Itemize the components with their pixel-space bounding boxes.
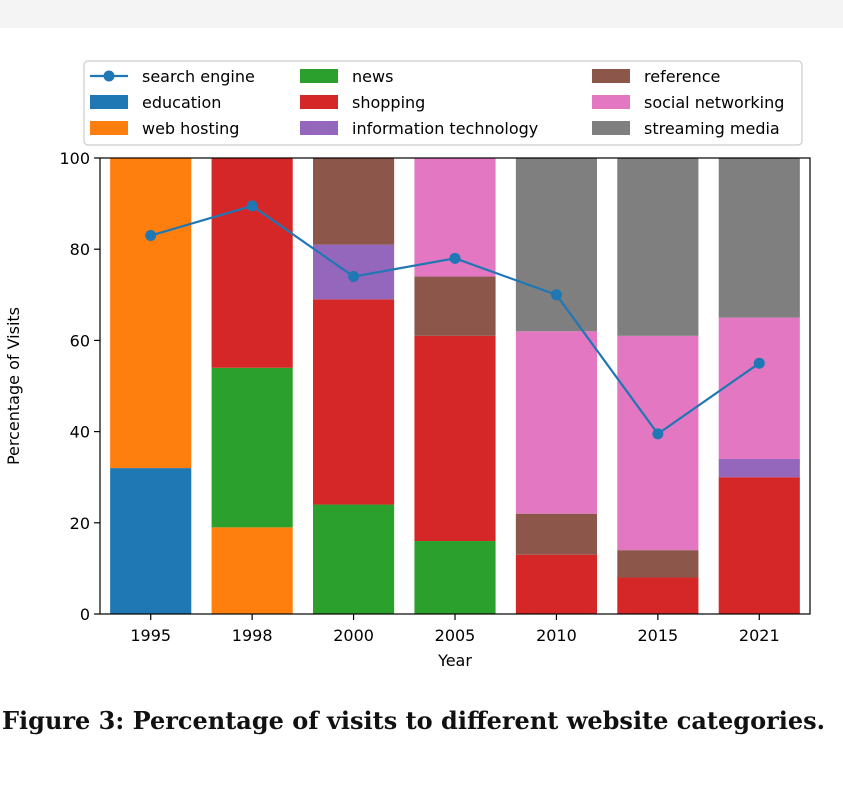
point-search-engine-2000 (348, 271, 360, 283)
legend-swatch-education (90, 95, 128, 109)
y-axis-label: Percentage of Visits (4, 307, 23, 465)
bar-reference-2015 (617, 550, 699, 578)
legend-label-social-networking: social networking (644, 93, 784, 112)
y-tick-label-0: 0 (80, 605, 90, 624)
legend-swatch-social-networking (592, 95, 630, 109)
bar-reference-2010 (515, 513, 597, 555)
x-tick-label-2021: 2021 (739, 626, 780, 645)
bar-shopping-2021 (718, 477, 800, 614)
legend-label-reference: reference (644, 67, 720, 86)
legend-swatch-reference (592, 69, 630, 83)
legend-label-information-technology: information technology (352, 119, 538, 138)
bar-news-2005 (414, 541, 496, 614)
stacked-bar-chart: 0 20 40 60 80 100 1995 1998 2000 2005 2010 2015 2021… (4, 60, 811, 670)
bar-news-2000 (313, 504, 395, 614)
bar-shopping-1998 (211, 158, 293, 368)
legend-swatch-news (300, 69, 338, 83)
y-tick-label-100: 100 (59, 149, 90, 168)
x-tick-label-2015: 2015 (637, 626, 678, 645)
top-strip (0, 0, 843, 28)
bar-social-networking-2010 (515, 331, 597, 514)
point-search-engine-2010 (550, 289, 562, 301)
bar-education-1995 (110, 468, 192, 614)
bar-shopping-2005 (414, 335, 496, 542)
bar-shopping-2015 (617, 577, 699, 614)
point-search-engine-2015 (652, 428, 664, 440)
y-tick-label-20: 20 (70, 514, 90, 533)
bar-social-networking-2015 (617, 335, 699, 551)
point-search-engine-2021 (753, 357, 765, 369)
point-search-engine-1998 (246, 200, 258, 212)
point-search-engine-1995 (145, 230, 157, 242)
bar-streaming-media-2010 (515, 158, 597, 332)
bar-shopping-2010 (515, 554, 597, 614)
legend-swatch-information-technology (300, 121, 338, 135)
bar-shopping-2000 (313, 299, 395, 505)
x-tick-label-2010: 2010 (536, 626, 577, 645)
bar-web-hosting-1995 (110, 158, 192, 469)
y-tick-label-60: 60 (70, 331, 90, 350)
legend-swatch-shopping (300, 95, 338, 109)
bar-streaming-media-2021 (718, 158, 800, 318)
x-tick-label-1998: 1998 (232, 626, 273, 645)
legend-swatch-streaming-media (592, 121, 630, 135)
legend-marker-search-engine (103, 70, 115, 82)
legend-label-streaming-media: streaming media (644, 119, 780, 138)
bar-information-technology-2021 (718, 458, 800, 478)
bar-web-hosting-1998 (211, 527, 293, 614)
x-tick-label-2000: 2000 (333, 626, 374, 645)
x-axis-label: Year (437, 651, 472, 670)
point-search-engine-2005 (449, 252, 461, 264)
bar-streaming-media-2015 (617, 158, 699, 336)
bar-social-networking-2021 (718, 317, 800, 459)
bar-reference-2005 (414, 276, 496, 336)
legend-swatch-web-hosting (90, 121, 128, 135)
legend-label-search-engine: search engine (142, 67, 255, 86)
figure-caption: Figure 3: Percentage of visits to differ… (2, 706, 825, 735)
legend-label-education: education (142, 93, 221, 112)
bar-reference-2000 (313, 158, 395, 245)
bar-news-1998 (211, 367, 293, 528)
y-tick-label-40: 40 (70, 423, 90, 442)
x-tick-label-2005: 2005 (435, 626, 476, 645)
legend-label-news: news (352, 67, 393, 86)
x-tick-label-1995: 1995 (130, 626, 171, 645)
legend-label-web-hosting: web hosting (142, 119, 239, 138)
y-tick-label-80: 80 (70, 240, 90, 259)
legend-label-shopping: shopping (352, 93, 425, 112)
